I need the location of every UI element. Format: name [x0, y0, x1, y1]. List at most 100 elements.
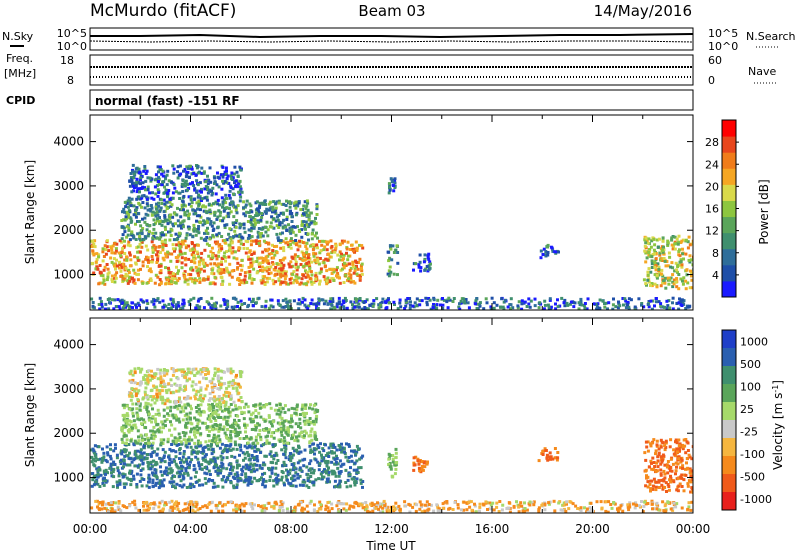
echo-cell [127, 240, 131, 244]
echo-cell [205, 384, 209, 388]
echo-cell [357, 466, 361, 470]
echo-cell [659, 272, 663, 276]
echo-cell [256, 459, 260, 463]
echo-cell [661, 281, 665, 285]
echo-cell [310, 280, 314, 284]
echo-cell [183, 239, 187, 243]
echo-cell [91, 261, 94, 265]
echo-cell [225, 206, 229, 210]
echo-cell [228, 196, 232, 200]
echo-cell [135, 190, 139, 194]
echo-cell [216, 471, 220, 475]
echo-cell [277, 226, 281, 229]
echo-cell [184, 457, 188, 461]
echo-cell [271, 466, 274, 470]
echo-cell [384, 306, 388, 310]
echo-cell [218, 401, 222, 405]
echo-cell [341, 267, 344, 271]
echo-cell [225, 266, 229, 270]
echo-cell [355, 297, 359, 301]
y-tick-label: 1000 [53, 268, 84, 282]
echo-cell [102, 278, 106, 282]
echo-cell [199, 410, 203, 414]
echo-cell [229, 410, 233, 414]
echo-cell [264, 299, 268, 303]
echo-cell [122, 465, 125, 469]
echo-cell [203, 477, 207, 481]
echo-cell [182, 203, 186, 207]
echo-cell [213, 485, 217, 489]
echo-cell [200, 463, 204, 467]
echo-cell [253, 476, 257, 480]
echo-cell [684, 287, 688, 291]
echo-cell [92, 271, 96, 275]
echo-cell [197, 202, 201, 206]
echo-cell [182, 483, 186, 487]
echo-cell [295, 403, 299, 407]
echo-cell [162, 478, 166, 482]
echo-cell [202, 219, 206, 223]
echo-cell [302, 274, 306, 278]
echo-cell [649, 245, 653, 249]
echo-cell [277, 238, 280, 242]
echo-cell [277, 277, 281, 281]
echo-cell [298, 257, 302, 261]
echo-cell [190, 384, 194, 388]
echo-cell [214, 242, 218, 246]
echo-cell [188, 182, 192, 186]
echo-cell [302, 253, 306, 256]
echo-cell [238, 437, 242, 440]
echo-cell [121, 233, 125, 237]
echo-cell [356, 267, 360, 271]
echo-cell [548, 298, 552, 302]
echo-cell [299, 468, 303, 472]
echo-cell [92, 451, 96, 455]
power-y-axis-label: Slant Range [km] [23, 160, 37, 264]
echo-cell [151, 245, 155, 249]
echo-cell [331, 451, 334, 455]
echo-cell [305, 199, 309, 203]
echo-cell [225, 197, 229, 200]
echo-cell [128, 251, 132, 255]
echo-cell [211, 448, 215, 452]
echo-cell [232, 269, 236, 272]
echo-cell [220, 464, 224, 468]
echo-cell [270, 431, 274, 435]
echo-cell [150, 255, 154, 258]
echo-cell [194, 382, 198, 386]
echo-cell [116, 298, 120, 302]
echo-cell [267, 268, 271, 271]
echo-cell [345, 442, 348, 446]
echo-cell [220, 247, 224, 251]
echo-cell [205, 195, 209, 199]
echo-cell [272, 457, 276, 461]
echo-cell [151, 191, 154, 195]
echo-cell [218, 446, 222, 450]
echo-cell [673, 278, 676, 282]
echo-cell [233, 427, 237, 431]
echo-cell [195, 250, 199, 254]
echo-cell [216, 215, 220, 219]
echo-cell [344, 468, 348, 472]
echo-cell [124, 448, 128, 452]
echo-cell [394, 451, 398, 455]
echo-cell [678, 260, 682, 264]
echo-cell [110, 260, 114, 264]
echo-cell [139, 442, 143, 446]
echo-cell [270, 454, 274, 458]
echo-cell [158, 165, 162, 169]
echo-cell [132, 189, 135, 193]
echo-cell [301, 264, 305, 268]
echo-cell [170, 433, 174, 437]
echo-cell [196, 299, 200, 303]
echo-cell [643, 244, 647, 248]
echo-cell [117, 474, 121, 478]
echo-cell [315, 207, 319, 211]
echo-cell [331, 268, 335, 272]
echo-region [539, 243, 560, 260]
echo-cell [140, 232, 144, 236]
echo-cell [204, 369, 208, 372]
echo-cell [125, 404, 129, 408]
echo-cell [251, 297, 255, 301]
echo-cell [169, 234, 173, 237]
